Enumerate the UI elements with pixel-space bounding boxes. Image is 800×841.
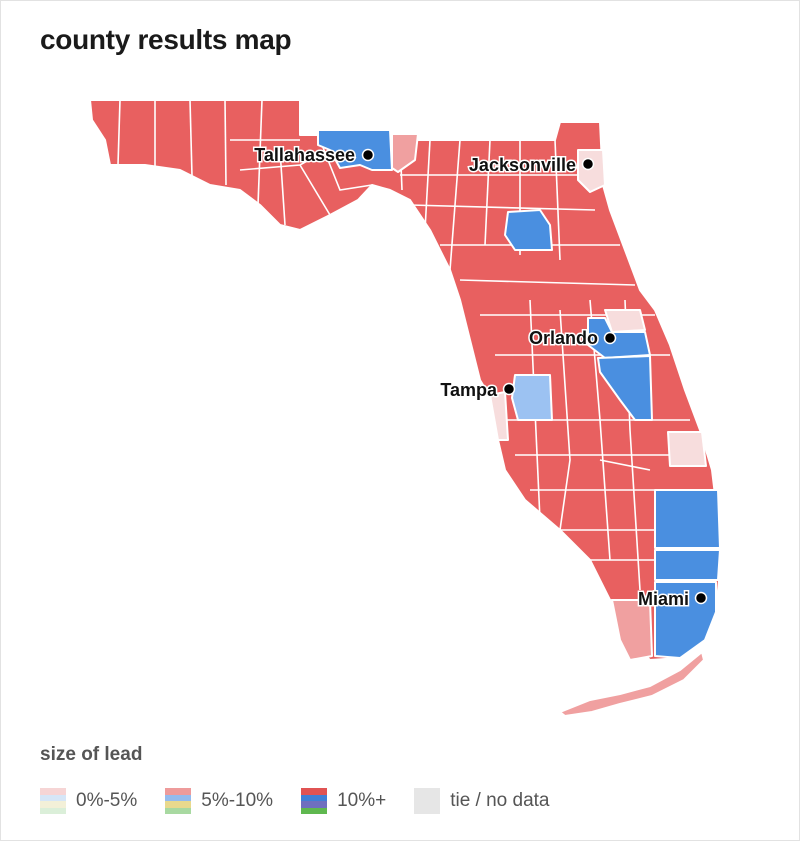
legend-swatch xyxy=(40,788,66,814)
city-dot xyxy=(694,591,708,605)
county-st-lucie[interactable] xyxy=(667,431,707,467)
county-alachua[interactable] xyxy=(504,209,553,251)
legend-swatch xyxy=(414,788,441,814)
county-osceola[interactable] xyxy=(597,355,653,421)
legend-swatch xyxy=(301,788,328,814)
county-broward[interactable] xyxy=(654,549,721,581)
legend-title: size of lead xyxy=(40,744,143,765)
city-marker-tampa: Tampa xyxy=(439,379,516,402)
city-dot xyxy=(581,157,595,171)
map-title: county results map xyxy=(40,24,292,55)
city-dot xyxy=(603,331,617,345)
city-label: Tallahassee xyxy=(254,145,355,165)
legend-label: 0%-5% xyxy=(76,790,138,811)
legend-item-10-plus: 10%+ xyxy=(301,788,386,814)
legend-swatch xyxy=(165,788,192,814)
county-jefferson[interactable] xyxy=(391,133,419,173)
city-marker-miami: Miami xyxy=(636,588,708,611)
city-marker-jacksonville: Jacksonville xyxy=(467,154,595,177)
legend: 0%-5% 5%-10% 10%+ tie / no data xyxy=(40,786,578,816)
city-label: Tampa xyxy=(440,380,498,400)
county-pinellas[interactable] xyxy=(489,391,509,441)
city-label: Orlando xyxy=(529,328,598,348)
legend-label: 5%-10% xyxy=(201,790,274,811)
county-leon[interactable] xyxy=(317,129,393,171)
county-monroe-mainland[interactable] xyxy=(611,599,653,661)
county-seminole[interactable] xyxy=(604,309,646,333)
county-orange[interactable] xyxy=(587,317,651,359)
legend-item-5-10: 5%-10% xyxy=(165,788,273,814)
legend-label: 10%+ xyxy=(337,790,387,811)
city-label: Jacksonville xyxy=(469,155,576,175)
city-marker-tallahassee: Tallahassee xyxy=(253,144,375,167)
florida-keys[interactable] xyxy=(559,651,705,717)
city-dot xyxy=(361,148,375,162)
legend-item-tie: tie / no data xyxy=(414,788,550,814)
city-label: Miami xyxy=(638,589,689,609)
city-dot xyxy=(502,382,516,396)
county-palm-beach[interactable] xyxy=(654,489,721,549)
legend-item-0-5: 0%-5% xyxy=(40,788,137,814)
legend-label: tie / no data xyxy=(450,790,550,811)
city-marker-orlando: Orlando xyxy=(527,327,617,350)
county-hillsborough[interactable] xyxy=(511,374,553,421)
